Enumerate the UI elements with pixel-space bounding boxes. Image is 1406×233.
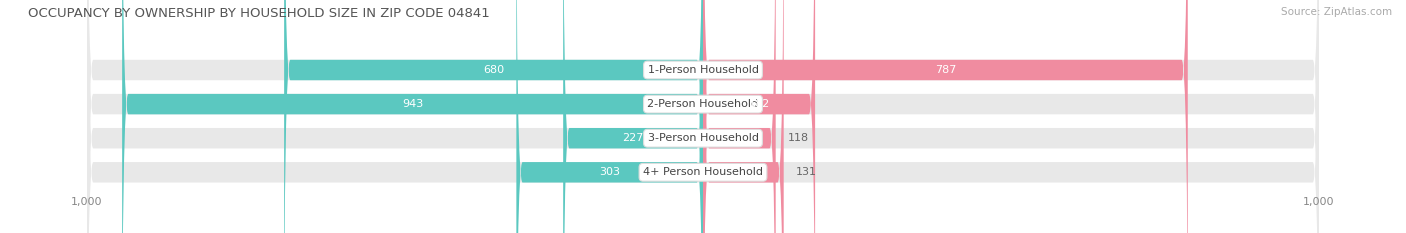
FancyBboxPatch shape (703, 0, 1188, 233)
Text: 118: 118 (787, 133, 808, 143)
FancyBboxPatch shape (516, 0, 703, 233)
Text: 303: 303 (599, 167, 620, 177)
FancyBboxPatch shape (87, 0, 1319, 233)
Text: OCCUPANCY BY OWNERSHIP BY HOUSEHOLD SIZE IN ZIP CODE 04841: OCCUPANCY BY OWNERSHIP BY HOUSEHOLD SIZE… (28, 7, 489, 20)
Text: 943: 943 (402, 99, 423, 109)
Text: Source: ZipAtlas.com: Source: ZipAtlas.com (1281, 7, 1392, 17)
Text: 3-Person Household: 3-Person Household (648, 133, 758, 143)
FancyBboxPatch shape (87, 0, 1319, 233)
FancyBboxPatch shape (122, 0, 703, 233)
FancyBboxPatch shape (703, 0, 815, 233)
Text: 787: 787 (935, 65, 956, 75)
FancyBboxPatch shape (87, 0, 1319, 233)
FancyBboxPatch shape (564, 0, 703, 233)
Text: 2-Person Household: 2-Person Household (647, 99, 759, 109)
FancyBboxPatch shape (703, 0, 776, 233)
FancyBboxPatch shape (284, 0, 703, 233)
Text: 131: 131 (796, 167, 817, 177)
FancyBboxPatch shape (87, 0, 1319, 233)
Text: 680: 680 (484, 65, 505, 75)
Text: 4+ Person Household: 4+ Person Household (643, 167, 763, 177)
Text: 227: 227 (623, 133, 644, 143)
Text: 1-Person Household: 1-Person Household (648, 65, 758, 75)
Text: 182: 182 (748, 99, 769, 109)
FancyBboxPatch shape (703, 0, 783, 233)
